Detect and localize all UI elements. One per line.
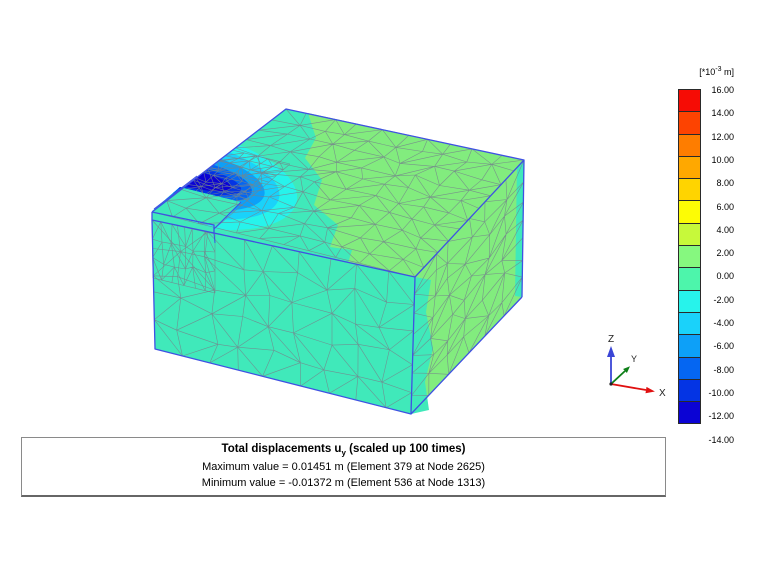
legend-tick-label: 6.00 [716,201,734,212]
legend-tick-label: -10.00 [708,387,734,398]
legend-tick-label: 10.00 [711,154,734,165]
box-edges [151,108,525,415]
axis-z-arrow [607,346,615,384]
legend-tick-label: -12.00 [708,411,734,422]
axes-triad: Z X Y [607,334,666,399]
legend-tick-label: 12.00 [711,131,734,142]
axes-origin [609,382,613,386]
axis-x-arrow [610,383,655,394]
legend-tick-label: 4.00 [716,224,734,235]
front-right-face [411,160,524,414]
color-legend [678,89,701,425]
legend-exponent: -3 [715,66,722,73]
legend-unit-label: [*10-3 m] [699,66,734,77]
axis-y-label: Y [631,354,637,364]
legend-tick-label: -2.00 [713,294,734,305]
legend-color-swatch [678,401,701,425]
legend-tick-label: -8.00 [713,364,734,375]
legend-tick-label: -4.00 [713,318,734,328]
caption-min-line: Minimum value = -0.01372 m (Element 536 … [201,477,486,490]
caption-max-line: Maximum value = 0.01451 m (Element 379 a… [202,461,485,474]
legend-tick-label: 14.00 [711,108,734,119]
legend-tick-label: -6.00 [713,341,734,352]
legend-tick-label: 0.00 [716,271,734,282]
axis-x-label: X [659,388,666,399]
legend-tick-label: -14.00 [708,434,734,445]
caption-box: Total displacements uy (scaled up 100 ti… [21,437,666,497]
legend-tick-label: 2.00 [716,248,734,259]
legend-tick-label: 16.00 [711,85,734,95]
axis-y-arrow [610,366,630,385]
caption-title-subscript: y [341,448,346,458]
axis-z-label: Z [608,334,614,345]
legend-tick-label: 8.00 [716,178,734,189]
caption-title: Total displacements uy (scaled up 100 ti… [221,443,466,458]
